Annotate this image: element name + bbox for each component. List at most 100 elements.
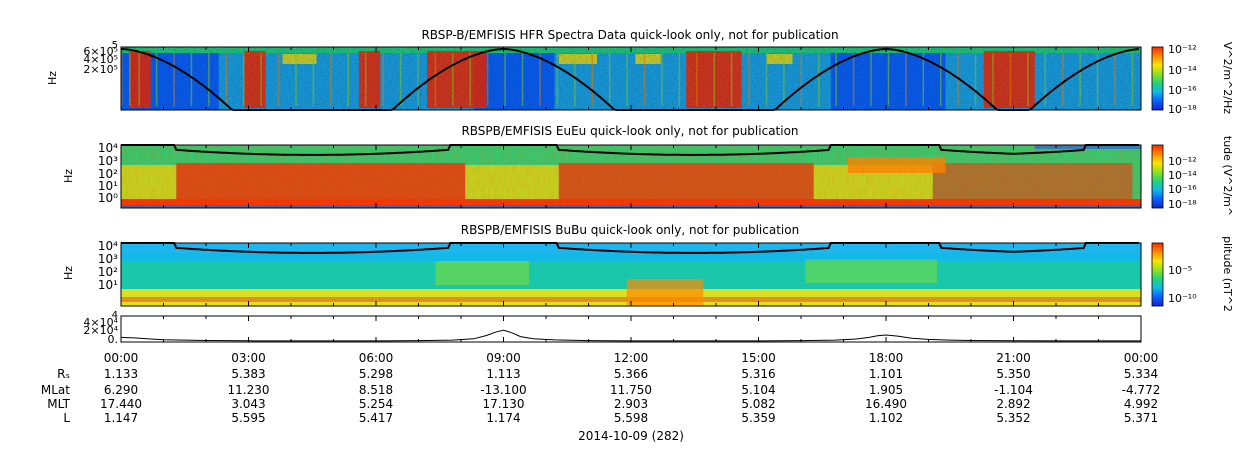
panel-hfr: RBSP-B/EMFISIS HFR Spectra Data quick-lo… (46, 28, 1234, 116)
ephem-l-5: 5.359 (741, 411, 775, 425)
hfr-ytick-top: 5 (112, 40, 118, 51)
ephem-l-6: 1.102 (869, 411, 903, 425)
eueu-ytick-1e0: 10⁰ (98, 191, 118, 205)
ephem-mlat-2: 8.518 (359, 383, 393, 397)
ephem-l-4: 5.598 (614, 411, 648, 425)
bubu-colorbar: 10⁻⁵ 10⁻¹⁰ plitude (nT^2 (1151, 236, 1234, 312)
bubu-cbar-tick-1: 10⁻⁵ (1168, 264, 1192, 277)
ephem-rs-5: 5.316 (741, 367, 775, 381)
time-tick-5: 15:00 (741, 351, 776, 365)
eueu-colorbar: 10⁻¹² 10⁻¹⁴ 10⁻¹⁶ 10⁻¹⁸ tude (V^2/m^ (1151, 136, 1234, 216)
ephem-mlt-3: 17.130 (483, 397, 525, 411)
bubu-ytick-1e3: 10³ (98, 252, 118, 266)
eueu-cbar-tick-1: 10⁻¹² (1168, 155, 1197, 168)
time-tick-3: 09:00 (486, 351, 521, 365)
bubu-ylabel: Hz (62, 266, 75, 280)
eueu-ytick-1e4: 10⁴ (98, 141, 118, 155)
eueu-ytick-1e1: 10¹ (98, 179, 118, 193)
ephem-mlt-7: 2.892 (996, 397, 1030, 411)
ephem-rs-1: 5.383 (231, 367, 265, 381)
eueu-cbar-tick-3: 10⁻¹⁶ (1168, 183, 1197, 196)
hfr-colorbar-label: V^2/m^2/Hz (1221, 42, 1234, 114)
bubu-cyclotron-curve (121, 242, 1139, 254)
time-tick-0: 00:00 (104, 351, 139, 365)
ephem-mlat-7: -1.104 (994, 383, 1033, 397)
time-tick-7: 21:00 (996, 351, 1031, 365)
panel-hfr-title: RBSP-B/EMFISIS HFR Spectra Data quick-lo… (421, 28, 838, 42)
bubu-green-patch (435, 261, 529, 285)
bubu-ytick-1e2: 10² (98, 265, 118, 279)
hfr-cbar-tick-1: 10⁻¹² (1168, 43, 1197, 56)
panel-bubu-title: RBSPB/EMFISIS BuBu quick-look only, not … (461, 223, 799, 237)
hfr-spectrogram-texture (121, 47, 1141, 110)
ephem-mlat-6: 1.905 (869, 383, 903, 397)
ephem-mlat-5: 5.104 (741, 383, 775, 397)
eueu-ytick-1e3: 10³ (98, 154, 118, 168)
ephemeris-table: Rₛ MLat MLT L 1.133 5.383 5.298 1.113 5.… (41, 367, 1160, 443)
ephem-mlt-4: 2.903 (614, 397, 648, 411)
time-tick-6: 18:00 (869, 351, 904, 365)
hfr-ytick-6e5: 6×10⁵ (83, 45, 118, 58)
ephem-l-0: 1.147 (104, 411, 138, 425)
eueu-ylabel: Hz (62, 169, 75, 183)
ephem-mlat-8: -4.772 (1122, 383, 1161, 397)
time-axis: 00:00 03:00 06:00 09:00 12:00 15:00 18:0… (104, 351, 1159, 365)
hfr-ytick-2e5: 2×10⁵ (83, 63, 118, 76)
ephem-rs-8: 5.334 (1124, 367, 1158, 381)
line-ytick-2e4: 2×10⁴ (83, 324, 118, 337)
eueu-cyclotron-curve (121, 144, 1139, 156)
panel-line: 4 4×10⁴ 2×10⁴ 0. (83, 310, 1142, 346)
line-ytick-top: 4 (112, 310, 118, 321)
bubu-wave-region (626, 279, 704, 305)
bubu-colorbar-label: plitude (nT^2 (1221, 236, 1234, 312)
ephem-mlt-1: 3.043 (231, 397, 265, 411)
ephem-mlat-3: -13.100 (480, 383, 526, 397)
ephem-mlt-2: 5.254 (359, 397, 393, 411)
bubu-colorbar-scale (1151, 242, 1164, 307)
eueu-colorbar-label: tude (V^2/m^ (1221, 136, 1234, 216)
ephem-mlt-0: 17.440 (100, 397, 142, 411)
eueu-cbar-tick-4: 10⁻¹⁸ (1168, 198, 1197, 211)
ephem-l-7: 5.352 (996, 411, 1030, 425)
eueu-colorbar-scale (1151, 144, 1164, 209)
ephem-l-2: 5.417 (359, 411, 393, 425)
ephem-rs-4: 5.366 (614, 367, 648, 381)
line-ytick-0: 0. (108, 333, 119, 346)
ephem-label-rs: Rₛ (57, 367, 70, 381)
ephem-label-l: L (63, 411, 70, 425)
bubu-ytick-1e4: 10⁴ (98, 239, 118, 253)
ephem-rs-6: 1.101 (869, 367, 903, 381)
ephem-mlat-4: 11.750 (610, 383, 652, 397)
ephem-l-3: 1.174 (486, 411, 520, 425)
ephem-mlat-0: 6.290 (104, 383, 138, 397)
ephem-rs-2: 5.298 (359, 367, 393, 381)
time-tick-1: 03:00 (231, 351, 266, 365)
panel-eueu: RBSPB/EMFISIS EuEu quick-look only, not … (62, 124, 1234, 216)
hfr-ytick-4e5: 4×10⁵ (83, 53, 118, 66)
hfr-colorbar-scale (1151, 46, 1164, 111)
ephem-mlat-1: 11.230 (228, 383, 270, 397)
ephem-label-mlat: MLat (41, 383, 70, 397)
bubu-green-patch (805, 259, 937, 283)
panel-eueu-title: RBSPB/EMFISIS EuEu quick-look only, not … (461, 124, 798, 138)
time-tick-8: 00:00 (1124, 351, 1159, 365)
ephem-label-mlt: MLT (47, 397, 70, 411)
eueu-ytick-1e2: 10² (98, 167, 118, 181)
x-axis-ticks (120, 47, 1142, 342)
hfr-ylabel: Hz (46, 71, 59, 85)
date-label: 2014-10-09 (282) (578, 429, 684, 443)
line-ytick-4e4: 4×10⁴ (83, 316, 118, 329)
bubu-ytick-1e1: 10¹ (98, 278, 118, 292)
ephem-rs-0: 1.133 (104, 367, 138, 381)
hfr-colorbar: 10⁻¹² 10⁻¹⁴ 10⁻¹⁶ 10⁻¹⁸ V^2/m^2/Hz (1151, 42, 1234, 116)
time-tick-4: 12:00 (614, 351, 649, 365)
hfr-cbar-tick-3: 10⁻¹⁶ (1168, 84, 1197, 97)
bubu-cbar-tick-2: 10⁻¹⁰ (1168, 292, 1197, 305)
hfr-cbar-tick-2: 10⁻¹⁴ (1168, 64, 1197, 77)
ephem-rs-3: 1.113 (486, 367, 520, 381)
panel-bubu: RBSPB/EMFISIS BuBu quick-look only, not … (62, 223, 1234, 312)
ephem-l-1: 5.595 (231, 411, 265, 425)
ephem-mlt-8: 4.992 (1124, 397, 1158, 411)
ephem-l-8: 5.371 (1124, 411, 1158, 425)
